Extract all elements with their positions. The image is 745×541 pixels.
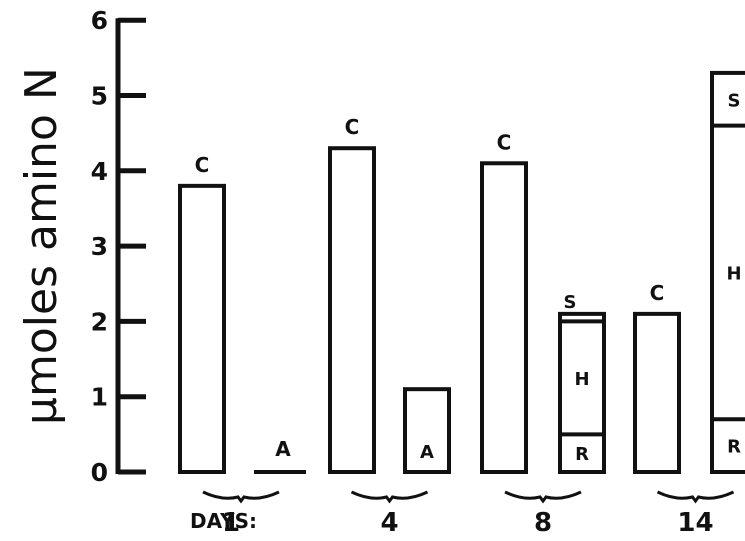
y-tick-label: 3	[91, 232, 108, 261]
y-tick-label: 1	[91, 383, 108, 412]
bar-mark	[480, 161, 528, 475]
segment-label: R	[575, 444, 589, 465]
bar-mark	[710, 70, 745, 474]
group-brace	[504, 490, 582, 504]
segment-label: H	[574, 369, 589, 390]
bar-label: A	[420, 442, 434, 463]
bar-mark	[558, 311, 606, 474]
y-tick-label: 0	[91, 458, 108, 487]
bar-mark	[328, 146, 376, 475]
y-axis-label: μmoles amino N	[16, 67, 67, 425]
x-axis-prefix: DAYS:	[190, 509, 257, 533]
segment-label: H	[726, 263, 741, 284]
bar-1-C: C	[178, 153, 226, 475]
bar-14-RHS: R H S	[710, 70, 745, 474]
segment-label: R	[727, 437, 741, 458]
day-label: 4	[380, 508, 398, 538]
day-label: 14	[677, 508, 713, 538]
bar-8-C: C	[480, 130, 528, 475]
bar-label: A	[275, 437, 291, 461]
y-axis: 0 1 2 3 4 5 6	[91, 6, 146, 487]
y-tick-label: 2	[91, 307, 108, 336]
day-label: 1	[222, 508, 240, 538]
y-tick-label: 4	[91, 157, 108, 186]
bars: C A C A C R H S C R H S	[178, 70, 745, 475]
bar-8-RHS: R H S	[558, 292, 606, 474]
bar-mark	[403, 387, 451, 475]
bar-4-A: A	[403, 387, 451, 475]
y-tick-label: 6	[91, 6, 108, 35]
day-label: 8	[534, 508, 552, 538]
bar-label: C	[497, 130, 512, 154]
bar-4-C: C	[328, 115, 376, 475]
bar-mark	[633, 311, 681, 474]
bar-label: C	[195, 153, 210, 177]
segment-label: S	[564, 292, 577, 313]
segment-label: S	[728, 90, 741, 111]
group-brace	[202, 490, 280, 504]
y-tick-label: 5	[91, 82, 108, 111]
group-brace	[656, 490, 735, 504]
bar-1-A: A	[254, 437, 306, 474]
group-brace	[350, 490, 429, 504]
x-axis: DAYS: 1 4 8 14	[190, 490, 735, 538]
bar-label: C	[345, 115, 360, 139]
bar-14-C: C	[633, 281, 681, 474]
bar-mark	[178, 183, 226, 475]
bar-label: C	[650, 281, 665, 305]
